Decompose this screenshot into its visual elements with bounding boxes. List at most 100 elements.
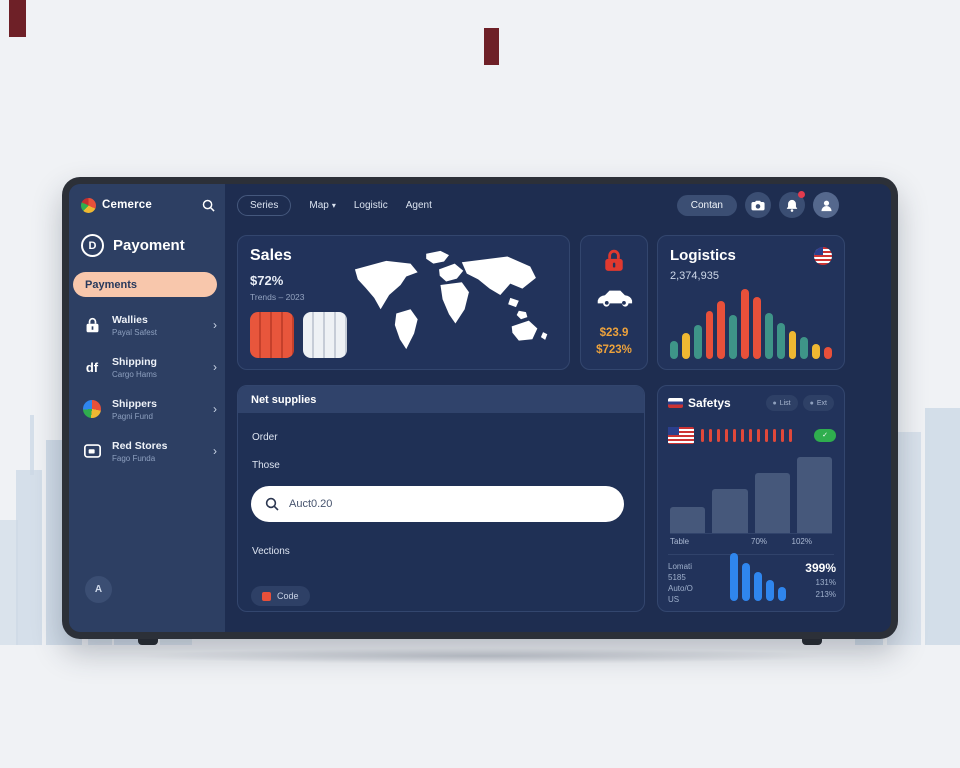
sidebar-item-payments-active[interactable]: Payments xyxy=(73,272,217,297)
ext-pill-button[interactable]: ● Ext xyxy=(802,395,834,411)
top-navigation: Series Map ▾ Logistic Agent Contan xyxy=(237,191,839,219)
bell-icon xyxy=(786,199,798,212)
bar xyxy=(741,289,750,359)
stat-line: Lomati xyxy=(668,562,693,571)
sidebar-section-title: Payoment xyxy=(113,237,185,254)
sidebar-item-subtitle: Cargo Hams xyxy=(112,369,157,379)
pill-dot-icon: ● xyxy=(772,399,777,407)
payment-circle-icon: D xyxy=(81,234,104,257)
bar xyxy=(742,563,750,601)
bar xyxy=(693,325,702,359)
camera-icon xyxy=(751,200,765,210)
supplies-row-order: Order xyxy=(252,432,278,443)
bar xyxy=(749,428,752,442)
sidebar-item-title: Shipping xyxy=(112,355,157,368)
stat-line: 5185 xyxy=(668,573,686,582)
sales-bar-block-white xyxy=(303,312,347,358)
monitor-foot xyxy=(802,637,822,645)
supplies-panel: Net supplies Order Those Vections Code xyxy=(237,385,645,612)
sidebar-item-subtitle: Payal Safest xyxy=(112,327,157,337)
logistics-value: 2,374,935 xyxy=(670,270,719,282)
search-box[interactable] xyxy=(251,486,624,522)
sidebar-item-red-stores[interactable]: Red Stores Fago Funda › xyxy=(81,432,217,470)
stat-line: Auto/O xyxy=(668,584,693,593)
pill-dot-icon: ● xyxy=(809,399,814,407)
profile-button[interactable] xyxy=(813,192,839,218)
bar xyxy=(778,587,786,601)
bar xyxy=(725,428,728,442)
divider xyxy=(668,554,834,555)
tricolor-flag-icon xyxy=(668,398,683,408)
bar xyxy=(717,301,726,359)
bar xyxy=(701,428,704,442)
sidebar-item-title: Shippers xyxy=(112,397,157,410)
stat-small-value: 131% xyxy=(815,578,836,587)
red-tick-row xyxy=(701,428,807,442)
nav-logistic[interactable]: Logistic xyxy=(353,199,388,211)
bar-label xyxy=(711,537,752,546)
safety-title: Safetys xyxy=(688,396,731,410)
skyline-building xyxy=(925,408,960,645)
skyline-building xyxy=(30,415,34,475)
red-square-icon xyxy=(262,591,271,601)
world-map xyxy=(354,250,548,350)
card-icon xyxy=(81,444,103,458)
bar xyxy=(753,297,761,359)
security-card: $23.9 $723% xyxy=(580,235,648,370)
status-badge: ✓ xyxy=(814,428,836,442)
notifications-button[interactable] xyxy=(779,191,805,218)
bar xyxy=(800,337,809,359)
bar xyxy=(712,489,748,533)
magnifier-icon xyxy=(265,497,279,511)
mini-blue-bar-chart xyxy=(730,553,788,603)
bar xyxy=(717,428,720,442)
code-button-label: Code xyxy=(277,591,299,601)
nav-map[interactable]: Map ▾ xyxy=(309,199,336,211)
brand-logo-icon xyxy=(81,197,96,213)
code-button[interactable]: Code xyxy=(251,586,310,606)
lock-icon xyxy=(605,249,623,271)
sidebar: Cemerce D Payoment Payments xyxy=(69,184,225,632)
stat-big-value: 399% xyxy=(805,561,836,575)
bar xyxy=(824,347,833,359)
bar xyxy=(766,580,774,601)
chevron-right-icon: › xyxy=(213,444,217,458)
nav-agent[interactable]: Agent xyxy=(405,199,432,211)
bar xyxy=(773,428,776,442)
sidebar-item-wallies[interactable]: Wallies Payal Safest › xyxy=(81,306,217,344)
skyline-building xyxy=(16,470,42,645)
brand-name: Cemerce xyxy=(102,199,152,211)
stat-line: US xyxy=(668,595,680,604)
bar xyxy=(789,428,792,442)
sales-value: $72% xyxy=(250,273,284,288)
bar-label: Table xyxy=(670,537,690,546)
bar xyxy=(670,507,706,533)
bar xyxy=(754,572,762,601)
sidebar-item-title: Red Stores xyxy=(112,439,168,452)
bar xyxy=(788,331,797,359)
sidebar-item-subtitle: Pagni Fund xyxy=(112,411,153,421)
lock-icon xyxy=(81,317,103,334)
person-icon xyxy=(820,200,832,211)
security-value-1: $23.9 xyxy=(599,327,629,339)
nav-series[interactable]: Series xyxy=(237,194,292,216)
monitor-frame: Cemerce D Payoment Payments xyxy=(62,177,898,639)
security-value-2: $723% xyxy=(596,344,632,356)
sidebar-item-shipping[interactable]: df Shipping Cargo Hams › xyxy=(81,348,217,386)
supplies-panel-header: Net supplies xyxy=(238,386,644,413)
us-flag-icon xyxy=(814,247,832,265)
search-input[interactable] xyxy=(289,498,610,510)
sales-bar-block-orange xyxy=(250,312,294,358)
bar xyxy=(741,428,744,442)
chevron-down-icon: ▾ xyxy=(331,200,336,210)
decor-red-block xyxy=(9,0,26,37)
list-pill-button[interactable]: ● List xyxy=(765,395,798,411)
decor-red-block xyxy=(484,28,499,65)
bar xyxy=(754,473,790,533)
contact-button[interactable]: Contan xyxy=(676,194,737,216)
sidebar-footer-button[interactable]: A xyxy=(85,576,112,603)
safety-bar-chart xyxy=(670,450,832,534)
search-icon[interactable] xyxy=(202,199,215,212)
sidebar-item-shippers[interactable]: Shippers Pagni Fund › xyxy=(81,390,217,428)
camera-button[interactable] xyxy=(745,192,771,218)
